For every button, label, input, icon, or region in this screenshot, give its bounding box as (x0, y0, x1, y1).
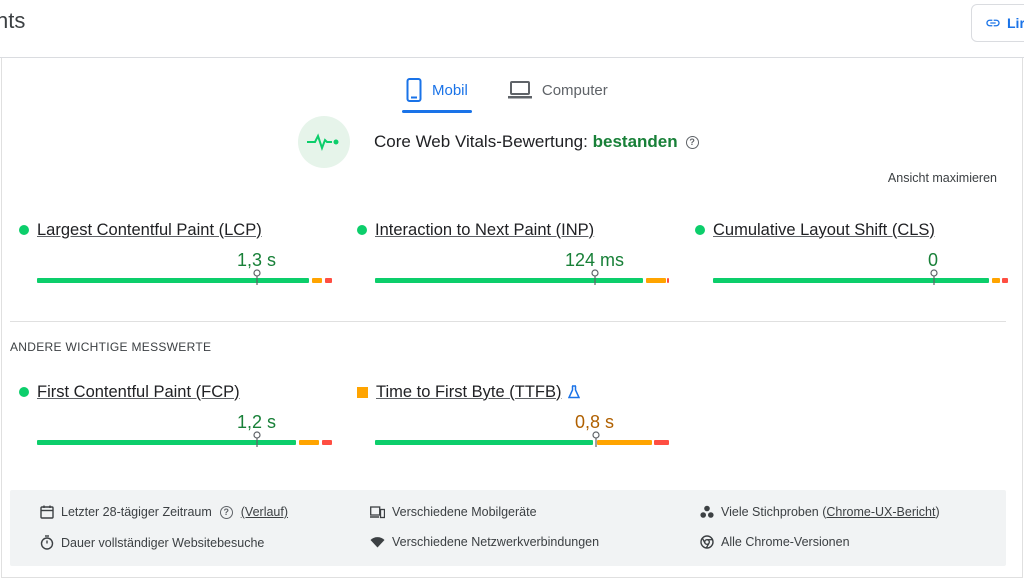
cwv-status: bestanden (592, 132, 678, 151)
tab-mobile-label: Mobil (432, 81, 468, 99)
tab-mobile[interactable]: Mobil (402, 70, 472, 113)
bar-average-segment (312, 278, 322, 283)
bar-poor-segment (322, 440, 332, 445)
metric-fcp: First Contentful Paint (FCP) 1,2 s (19, 380, 332, 450)
maximize-view-link[interactable]: Ansicht maximieren (887, 171, 997, 185)
bar-average-segment (299, 440, 319, 445)
metric-lcp: Largest Contentful Paint (LCP) 1,3 s (19, 218, 332, 288)
other-metrics-heading: ANDERE WICHTIGE MESSWERTE (10, 340, 212, 354)
info-duration: Dauer vollständiger Websitebesuche (40, 535, 264, 550)
info-versions: Alle Chrome-Versionen (700, 535, 850, 549)
metric-inp: Interaction to Next Paint (INP) 124 ms (357, 218, 669, 288)
metric-name[interactable]: Interaction to Next Paint (INP) (375, 220, 595, 239)
field-data-card: Mobil Computer Core Web Vitals-Bewertung… (1, 58, 1023, 578)
metric-value: 124 ms (565, 250, 625, 270)
good-dot-icon (19, 225, 29, 235)
share-link-button[interactable]: Lir (971, 4, 1024, 42)
info-devices: Verschiedene Mobilgeräte (370, 505, 537, 519)
bar-good-segment (713, 278, 989, 283)
crux-report-link[interactable]: Chrome-UX-Bericht (826, 505, 936, 519)
percentile-marker (592, 431, 600, 447)
metric-name[interactable]: First Contentful Paint (FCP) (37, 382, 240, 401)
info-versions-text: Alle Chrome-Versionen (721, 535, 850, 549)
bar-good-segment (375, 440, 593, 445)
pulse-icon (307, 133, 339, 151)
top-bar: nts Lir (0, 0, 1024, 58)
page-title: nts (0, 8, 26, 33)
bar-average-segment (597, 440, 652, 445)
metric-name[interactable]: Cumulative Layout Shift (CLS) (713, 220, 935, 239)
bar-average-segment (646, 278, 666, 283)
share-link-label: Lir (1007, 15, 1024, 31)
tab-desktop[interactable]: Computer (504, 70, 612, 110)
metric-ttfb: Time to First Byte (TTFB) 0,8 s (357, 380, 669, 450)
data-source-info: Letzter 28-tägiger Zeitraum ? (Verlauf) … (10, 490, 1006, 566)
info-period-text: Letzter 28-tägiger Zeitraum (61, 505, 212, 519)
average-square-icon (357, 386, 368, 398)
bar-poor-segment (1002, 278, 1008, 283)
bar-average-segment (992, 278, 1000, 283)
good-dot-icon (357, 225, 367, 235)
info-devices-text: Verschiedene Mobilgeräte (392, 505, 537, 519)
link-icon (986, 19, 1000, 27)
metric-value: 1,3 s (237, 250, 277, 270)
section-divider (10, 321, 1006, 322)
info-network-text: Verschiedene Netzwerkverbindungen (392, 535, 600, 549)
bar-good-segment (375, 278, 643, 283)
cwv-assessment: Core Web Vitals-Bewertung: bestanden ? (298, 116, 699, 168)
calendar-icon (40, 505, 54, 519)
samples-icon (700, 505, 714, 518)
bar-good-segment (37, 278, 309, 283)
info-samples-text: Viele Stichproben ( (721, 505, 827, 519)
metric-cls: Cumulative Layout Shift (CLS) 0 (695, 218, 1008, 288)
metric-value: 1,2 s (237, 412, 277, 432)
cwv-badge (298, 116, 350, 168)
metric-name[interactable]: Largest Contentful Paint (LCP) (37, 220, 262, 239)
chrome-icon (700, 535, 714, 549)
info-period: Letzter 28-tägiger Zeitraum ? (Verlauf) (40, 505, 288, 519)
wifi-icon (370, 537, 385, 548)
info-duration-text: Dauer vollständiger Websitebesuche (61, 535, 265, 550)
info-samples: Viele Stichproben (Chrome-UX-Bericht) (700, 505, 940, 519)
laptop-icon (507, 81, 532, 99)
metric-value: 0 (928, 250, 939, 270)
bar-poor-segment (325, 278, 332, 283)
bar-poor-segment (667, 278, 669, 283)
cwv-label-text: Core Web Vitals-Bewertung: (374, 132, 588, 151)
percentile-marker (591, 269, 599, 285)
info-network: Verschiedene Netzwerkverbindungen (370, 535, 599, 549)
timer-icon (40, 535, 54, 550)
help-icon[interactable]: ? (685, 135, 699, 149)
bar-poor-segment (654, 440, 669, 445)
device-tabs: Mobil Computer (402, 70, 644, 113)
history-link[interactable]: (Verlauf) (240, 505, 289, 519)
info-samples-close: ) (935, 505, 940, 519)
percentile-marker (253, 269, 261, 285)
metric-value: 0,8 s (575, 412, 615, 432)
bar-good-segment (37, 440, 296, 445)
flask-icon[interactable] (568, 385, 581, 399)
tab-desktop-label: Computer (541, 81, 608, 99)
cwv-label: Core Web Vitals-Bewertung: bestanden (374, 132, 678, 152)
good-dot-icon (695, 225, 705, 235)
devices-icon (370, 505, 385, 518)
phone-icon (406, 78, 422, 102)
metric-name[interactable]: Time to First Byte (TTFB) (376, 382, 562, 401)
help-icon[interactable]: ? (219, 505, 233, 519)
good-dot-icon (19, 387, 29, 397)
percentile-marker (930, 269, 938, 285)
percentile-marker (253, 431, 261, 447)
